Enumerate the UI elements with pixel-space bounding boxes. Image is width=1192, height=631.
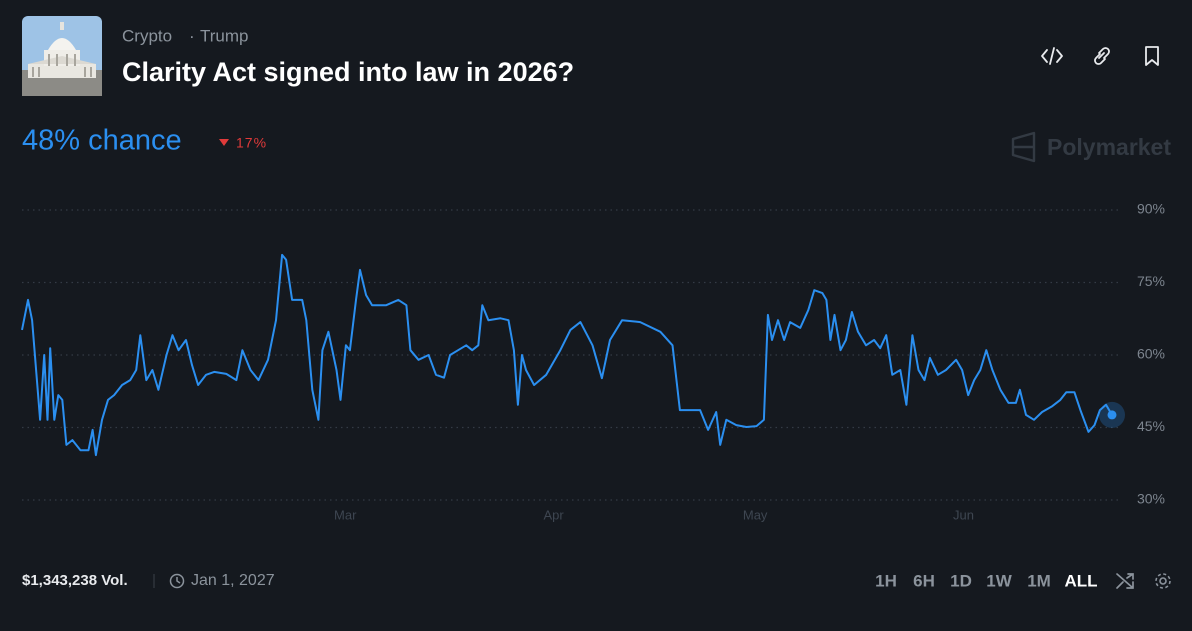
x-tick-label: Mar — [334, 507, 357, 522]
shuffle-button[interactable] — [1116, 573, 1134, 589]
range-button[interactable]: 1H — [875, 571, 897, 590]
y-tick-label: 45% — [1137, 418, 1165, 434]
y-tick-label: 75% — [1137, 273, 1165, 289]
down-arrow — [219, 139, 229, 146]
y-tick-label: 30% — [1137, 491, 1165, 507]
range-button[interactable]: 6H — [913, 571, 935, 590]
brand: Polymarket — [1047, 134, 1171, 160]
y-tick-label: 60% — [1137, 346, 1165, 362]
range-button[interactable]: ALL — [1064, 571, 1097, 590]
range-buttons: 1H 6H 1D 1W 1M ALL — [875, 571, 1097, 590]
brand-logo: Polymarket — [1011, 131, 1171, 163]
range-button[interactable]: 1W — [986, 571, 1012, 590]
y-tick-label: 90% — [1137, 201, 1165, 217]
settings-button[interactable] — [1155, 573, 1171, 589]
separator: · — [189, 26, 195, 45]
link-button[interactable] — [1094, 47, 1110, 65]
chart: 30% 45% 60% 75% 90% Mar Apr May Jun — [21, 201, 1165, 522]
clock-icon — [169, 573, 185, 589]
category: Crypto — [122, 26, 172, 45]
range-button[interactable]: 1D — [950, 571, 972, 590]
bookmark-button[interactable] — [1145, 46, 1159, 66]
current-point — [1107, 410, 1117, 420]
market-title: Clarity Act signed into law in 2026? — [122, 57, 574, 87]
change: 17% — [236, 135, 267, 151]
category: Trump — [200, 26, 249, 45]
end-date: Jan 1, 2027 — [191, 572, 275, 589]
chance: 48% chance — [22, 125, 182, 157]
embed-button[interactable] — [1041, 47, 1063, 65]
x-tick-label: Jun — [953, 507, 974, 522]
x-tick-label: May — [743, 507, 768, 522]
volume: $1,343,238 Vol. — [22, 572, 128, 589]
price-line — [21, 253, 1113, 457]
x-tick-label: Apr — [543, 507, 564, 522]
range-button[interactable]: 1M — [1027, 571, 1051, 590]
market-image — [22, 16, 102, 96]
